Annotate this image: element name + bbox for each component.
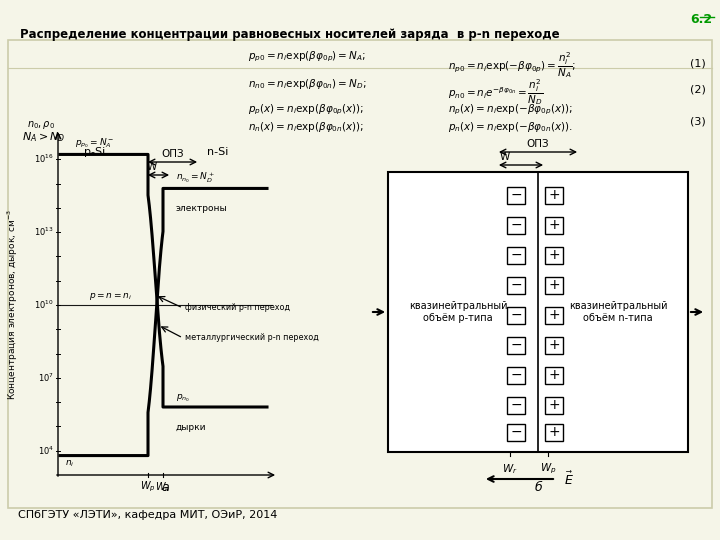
Text: электроны: электроны	[176, 205, 228, 213]
Text: $10^{10}$: $10^{10}$	[35, 299, 54, 311]
Text: $W_p$: $W_p$	[140, 480, 156, 495]
Text: $p = n = n_i$: $p = n = n_i$	[89, 291, 132, 302]
Text: $n_p(x) = n_i\exp(-\beta\varphi_{0p}(x))$;: $n_p(x) = n_i\exp(-\beta\varphi_{0p}(x))…	[448, 103, 573, 117]
Text: +: +	[548, 278, 560, 292]
Text: +: +	[548, 398, 560, 412]
Text: квазинейтральный
объём n-типа: квазинейтральный объём n-типа	[569, 301, 667, 323]
Text: ОПЗ: ОПЗ	[161, 149, 184, 159]
Text: $N_A > N_D$: $N_A > N_D$	[22, 130, 66, 144]
Text: (3): (3)	[690, 116, 706, 126]
Text: Концентрация электронов, дырок, см$^{-3}$: Концентрация электронов, дырок, см$^{-3}…	[6, 210, 20, 401]
Text: $n_i$: $n_i$	[65, 458, 74, 469]
Text: W: W	[500, 152, 510, 162]
Text: −: −	[510, 308, 522, 322]
Bar	[545, 423, 563, 441]
Text: −: −	[510, 188, 522, 202]
Text: W: W	[147, 162, 157, 172]
Text: +: +	[548, 425, 560, 439]
Text: +: +	[548, 248, 560, 262]
Text: дырки: дырки	[176, 423, 207, 432]
Text: $n_0, \rho_0$: $n_0, \rho_0$	[27, 119, 55, 131]
Bar	[8, 40, 712, 508]
Text: ОПЗ: ОПЗ	[527, 139, 549, 149]
Bar	[545, 276, 563, 294]
Text: −: −	[510, 248, 522, 262]
Text: б: б	[534, 481, 542, 494]
Text: +: +	[548, 188, 560, 202]
Text: Распределение концентрации равновесных носителей заряда  в p-n переходе: Распределение концентрации равновесных н…	[20, 28, 559, 41]
Text: p-Si: p-Si	[84, 147, 106, 157]
Text: +: +	[548, 368, 560, 382]
Bar	[507, 307, 525, 323]
Bar	[388, 172, 688, 452]
Text: (2): (2)	[690, 85, 706, 95]
Bar	[507, 336, 525, 354]
Text: $10^7$: $10^7$	[38, 372, 54, 384]
Text: металлургический p-n переход: металлургический p-n переход	[185, 334, 319, 342]
Text: $10^{16}$: $10^{16}$	[35, 153, 54, 165]
Text: $n_n(x) = n_i\exp(\beta\varphi_{0n}(x))$;: $n_n(x) = n_i\exp(\beta\varphi_{0n}(x))$…	[248, 120, 364, 134]
Text: $p_{n0} = n_i e^{-\beta\varphi_{0n}} = \dfrac{n_i^2}{N_D}$: $p_{n0} = n_i e^{-\beta\varphi_{0n}} = \…	[448, 77, 544, 107]
Text: $W_r$: $W_r$	[502, 462, 518, 476]
Text: +: +	[548, 308, 560, 322]
Text: n-Si: n-Si	[207, 147, 229, 157]
Bar	[507, 276, 525, 294]
Text: $\vec{E}$: $\vec{E}$	[564, 470, 574, 488]
Bar	[545, 367, 563, 383]
Bar	[545, 186, 563, 204]
Text: +: +	[548, 338, 560, 352]
Bar	[507, 396, 525, 414]
Text: 6.2: 6.2	[690, 13, 712, 26]
Bar	[507, 186, 525, 204]
Text: а: а	[161, 481, 168, 494]
Bar	[545, 246, 563, 264]
Text: СПбГЭТУ «ЛЭТИ», кафедра МИТ, ОЭиР, 2014: СПбГЭТУ «ЛЭТИ», кафедра МИТ, ОЭиР, 2014	[18, 510, 277, 520]
Text: $p_{p0} = n_i\exp(\beta\varphi_{0p}) = N_A$;: $p_{p0} = n_i\exp(\beta\varphi_{0p}) = N…	[248, 50, 366, 64]
Text: квазинейтральный
объём p-типа: квазинейтральный объём p-типа	[409, 301, 508, 323]
Text: $p_p(x) = n_i\exp(\beta\varphi_{0p}(x))$;: $p_p(x) = n_i\exp(\beta\varphi_{0p}(x))$…	[248, 103, 364, 117]
Text: $p_n(x) = n_i\exp(-\beta\varphi_{0n}(x))$.: $p_n(x) = n_i\exp(-\beta\varphi_{0n}(x))…	[448, 120, 572, 134]
Bar	[545, 396, 563, 414]
Text: $W_p$: $W_p$	[540, 462, 557, 476]
Text: $p_{n_0}$: $p_{n_0}$	[176, 393, 190, 404]
Text: −: −	[510, 218, 522, 232]
Text: −: −	[510, 278, 522, 292]
Bar	[507, 217, 525, 233]
Bar	[507, 367, 525, 383]
Text: +: +	[548, 218, 560, 232]
Text: −: −	[510, 398, 522, 412]
Text: (1): (1)	[690, 58, 706, 68]
Text: $n_{n0} = n_i\exp(\beta\varphi_{0n}) = N_D$;: $n_{n0} = n_i\exp(\beta\varphi_{0n}) = N…	[248, 77, 366, 91]
Text: $10^{13}$: $10^{13}$	[35, 226, 54, 238]
Text: $p_{p_0} = N_A^-$: $p_{p_0} = N_A^-$	[75, 137, 114, 151]
Text: $10^4$: $10^4$	[38, 444, 54, 457]
Bar	[545, 307, 563, 323]
Bar	[545, 217, 563, 233]
Text: $W_n$: $W_n$	[156, 480, 171, 494]
Text: $n_{n_0} = N_D^+$: $n_{n_0} = N_D^+$	[176, 171, 215, 185]
Text: −: −	[510, 368, 522, 382]
Text: −: −	[510, 425, 522, 439]
Bar	[507, 246, 525, 264]
Text: физический p-n переход: физический p-n переход	[185, 303, 290, 313]
Bar	[545, 336, 563, 354]
Bar	[507, 423, 525, 441]
Text: −: −	[510, 338, 522, 352]
Text: $n_{p0} = n_i\exp(-\beta\varphi_{0p}) = \dfrac{n_i^2}{N_A}$;: $n_{p0} = n_i\exp(-\beta\varphi_{0p}) = …	[448, 50, 576, 80]
